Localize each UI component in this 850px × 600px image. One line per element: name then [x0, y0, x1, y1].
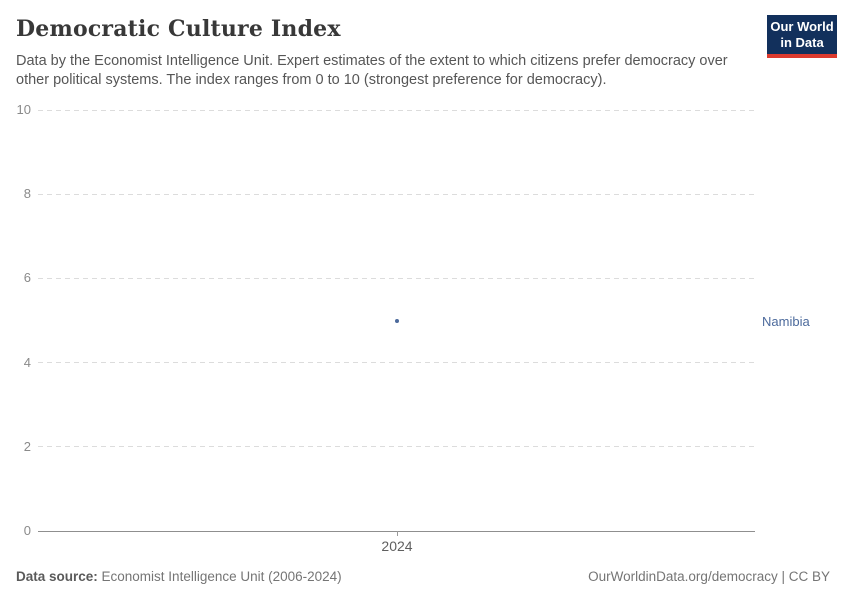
- grid-line: [38, 362, 755, 364]
- x-axis-line: [38, 530, 755, 532]
- grid-line: [38, 446, 755, 448]
- x-tick-mark: [397, 531, 398, 536]
- owid-logo[interactable]: Our World in Data: [767, 15, 837, 58]
- attribution: OurWorldinData.org/democracy | CC BY: [588, 569, 830, 585]
- x-tick-label: 2024: [381, 538, 413, 554]
- data-source: Data source: Economist Intelligence Unit…: [16, 569, 342, 585]
- y-tick-label: 0: [23, 523, 31, 538]
- y-tick-label: 2: [23, 438, 31, 454]
- data-source-text: Economist Intelligence Unit (2006-2024): [97, 569, 342, 584]
- y-tick-label: 8: [23, 186, 31, 202]
- owid-logo-line2: in Data: [780, 35, 824, 50]
- data-source-label: Data source:: [16, 569, 98, 584]
- grid-line: [38, 193, 755, 195]
- page-title: Democratic Culture Index: [16, 16, 341, 42]
- chart-subtitle: Data by the Economist Intelligence Unit.…: [16, 53, 728, 88]
- y-tick-label: 10: [16, 102, 31, 117]
- owid-logo-line1: Our World: [770, 19, 834, 34]
- license-text: | CC BY: [777, 569, 830, 584]
- grid-line: [38, 109, 755, 111]
- attribution-link[interactable]: OurWorldinData.org/democracy: [588, 569, 778, 584]
- grid-line: [38, 277, 755, 279]
- data-point[interactable]: [395, 318, 399, 323]
- entity-label[interactable]: Namibia: [762, 313, 810, 329]
- y-tick-label: 4: [23, 354, 31, 370]
- y-tick-label: 6: [23, 270, 31, 286]
